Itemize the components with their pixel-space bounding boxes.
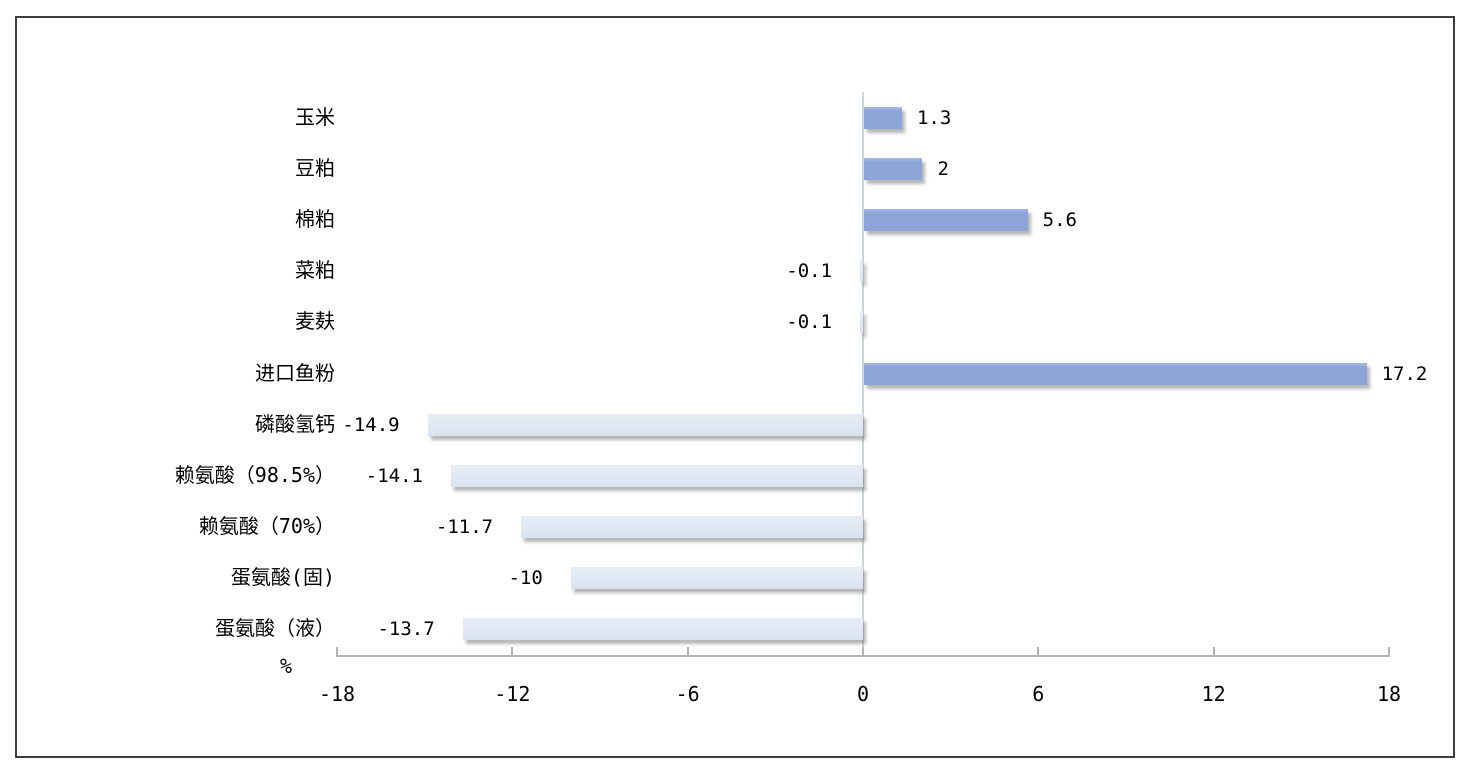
x-tick-mark bbox=[862, 647, 864, 655]
x-tick-label: -6 bbox=[675, 682, 700, 706]
bar bbox=[864, 106, 902, 129]
bar bbox=[860, 260, 863, 283]
bar bbox=[570, 567, 863, 590]
bar bbox=[462, 618, 863, 641]
x-tick-label: 12 bbox=[1201, 682, 1226, 706]
x-tick-label: 0 bbox=[856, 682, 870, 706]
x-tick-mark bbox=[1212, 647, 1215, 655]
value-label: -14.1 bbox=[365, 464, 423, 487]
x-axis-title: % bbox=[279, 654, 292, 678]
category-label: 赖氨酸（70%） bbox=[198, 514, 335, 539]
category-label: 豆粕 bbox=[295, 155, 335, 180]
x-tick-mark bbox=[1388, 647, 1390, 655]
category-label: 蛋氨酸（液） bbox=[215, 616, 335, 641]
bar bbox=[860, 311, 863, 334]
plot-area: % 玉米 1.3 豆粕 2 棉粕 5.6 菜粕 -0.1 麦麸 -0.1 进口鱼粉 17.2 磷酸氢钙 -… bbox=[17, 18, 1453, 756]
category-label: 磷酸氢钙 bbox=[255, 411, 335, 436]
bar bbox=[521, 516, 863, 539]
value-label: 5.6 bbox=[1042, 208, 1077, 231]
category-label: 玉米 bbox=[295, 104, 335, 129]
value-label: -13.7 bbox=[377, 618, 435, 641]
category-label: 菜粕 bbox=[295, 258, 335, 283]
x-tick-mark bbox=[1037, 647, 1040, 655]
bar bbox=[864, 208, 1028, 231]
x-tick-mark bbox=[686, 647, 689, 655]
bar bbox=[450, 464, 863, 487]
value-label: -11.7 bbox=[435, 516, 494, 539]
value-label: 2 bbox=[937, 157, 949, 180]
category-label: 赖氨酸（98.5%） bbox=[174, 462, 335, 487]
value-label: 17.2 bbox=[1381, 362, 1428, 385]
category-label: 麦麸 bbox=[295, 309, 335, 334]
x-axis-line bbox=[336, 655, 1390, 657]
value-label: -10 bbox=[508, 567, 543, 590]
bar bbox=[864, 157, 923, 180]
x-tick-mark bbox=[511, 647, 514, 655]
x-tick-label: 18 bbox=[1376, 682, 1402, 706]
value-label: 1.3 bbox=[916, 106, 952, 129]
category-label: 蛋氨酸(固) bbox=[230, 565, 335, 590]
zero-gridline bbox=[862, 92, 864, 655]
value-label: -0.1 bbox=[786, 260, 833, 283]
x-tick-label: -18 bbox=[318, 682, 356, 706]
value-label: -0.1 bbox=[786, 311, 833, 334]
x-tick-label: -12 bbox=[494, 682, 531, 706]
bar bbox=[427, 413, 863, 436]
category-label: 进口鱼粉 bbox=[255, 360, 335, 385]
chart-frame: % 玉米 1.3 豆粕 2 棉粕 5.6 菜粕 -0.1 麦麸 -0.1 进口鱼粉 17.2 磷酸氢钙 -… bbox=[15, 16, 1455, 758]
x-tick-mark bbox=[336, 647, 338, 655]
bar bbox=[864, 362, 1367, 385]
category-label: 棉粕 bbox=[295, 206, 335, 231]
x-tick-label: 6 bbox=[1032, 682, 1045, 706]
value-label: -14.9 bbox=[342, 413, 400, 436]
